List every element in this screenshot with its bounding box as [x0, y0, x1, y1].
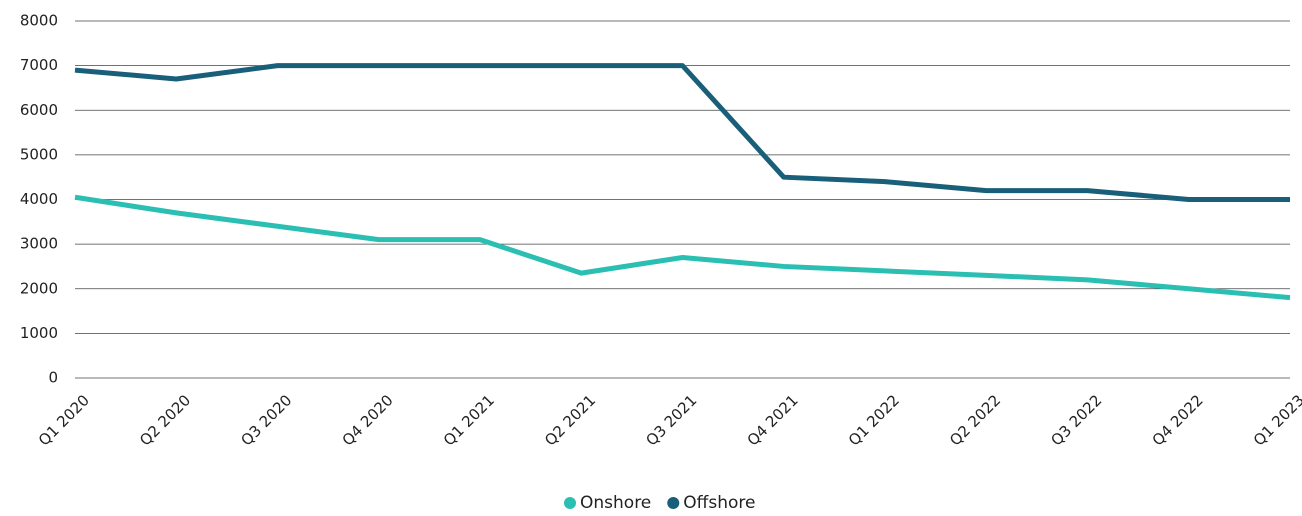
x-tick-label: Q2 2021	[541, 391, 599, 449]
x-tick-label: Q1 2020	[35, 391, 93, 449]
line-series	[74, 194, 1291, 301]
y-tick-label: 6000	[20, 101, 58, 119]
y-tick-label: 3000	[20, 235, 58, 253]
x-tick-label: Q2 2020	[136, 391, 194, 449]
x-tick-label: Q1 2023	[1250, 391, 1302, 449]
y-tick-label: 0	[48, 369, 58, 387]
x-tick-label: Q2 2022	[946, 391, 1004, 449]
x-tick-label: Q3 2020	[237, 391, 295, 449]
y-tick-label: 2000	[20, 279, 58, 297]
y-tick-label: 5000	[20, 145, 58, 163]
x-tick-label: Q4 2021	[744, 391, 802, 449]
x-tick-label: Q3 2022	[1047, 391, 1105, 449]
x-tick-label: Q3 2021	[642, 391, 700, 449]
legend: Onshore Offshore	[564, 493, 755, 513]
x-tick-label: Q1 2022	[845, 391, 903, 449]
y-tick-label: 8000	[20, 12, 58, 30]
x-tick-label: Q4 2022	[1149, 391, 1207, 449]
legend-label: Onshore	[580, 493, 651, 512]
y-tick-label: 1000	[20, 324, 58, 342]
x-tick-label: Q1 2021	[440, 391, 498, 449]
legend-swatch	[667, 497, 680, 509]
legend-swatch	[564, 497, 576, 509]
x-tick-label: Q4 2020	[339, 391, 397, 449]
legend-label: Offshore	[683, 493, 755, 512]
y-tick-label: 4000	[20, 190, 58, 208]
y-tick-label: 7000	[20, 56, 58, 74]
line-series	[74, 63, 1290, 202]
